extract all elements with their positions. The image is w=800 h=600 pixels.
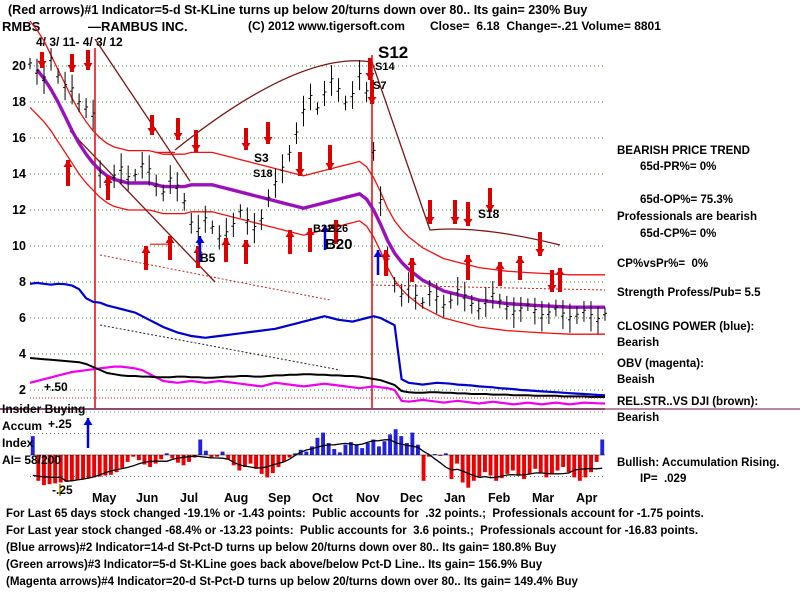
price-axis-tick: 2	[19, 383, 26, 397]
month-axis-tick: May	[92, 491, 117, 505]
copyright-notice: (C) 2012 www.tigersoft.com	[248, 19, 405, 33]
signal-label: S14	[375, 61, 395, 73]
obv-line	[29, 365, 606, 406]
cp-percent: 65d-CP%= 0%	[640, 228, 717, 240]
price-axis-tick: 4	[19, 347, 26, 361]
price-bands	[29, 20, 605, 335]
bottom-line-65days: For Last 65 days stock changed -19.1% or…	[6, 508, 704, 520]
professionals-status: Professionals are bearish	[617, 211, 757, 223]
price-axis-tick: 18	[12, 95, 26, 109]
month-axis-tick: Feb	[488, 491, 511, 505]
price-axis-tick: 20	[12, 59, 26, 73]
signal-label: S18	[253, 168, 273, 180]
insider-buying-label: Insider Buying	[2, 402, 86, 416]
signal-label: S7	[373, 80, 386, 92]
bottom-line-indicator4: (Magenta arrows)#4 Indicator=20-d St-Pct…	[6, 576, 578, 588]
date-range: 4/ 3/ 11- 4/ 3/ 12	[36, 35, 123, 49]
relative-strength-line	[29, 254, 606, 399]
signal-label: S12	[378, 43, 408, 62]
month-axis-tick: Jan	[444, 491, 466, 505]
month-axis-tick: Aug	[224, 491, 249, 505]
relstr-value: Bearish	[617, 412, 660, 424]
op-percent: 65d-OP%= 75.3%	[640, 194, 734, 206]
signal-label: B5	[200, 251, 216, 265]
indicator-1-headline: (Red arrows)#1 Indicator=5-d St-KLine tu…	[8, 3, 588, 17]
month-axis-tick: Dec	[400, 491, 423, 505]
accumulation-histogram	[30, 429, 605, 496]
closing-power-line	[29, 281, 606, 397]
pr-percent: 65d-PR%= 0%	[640, 161, 717, 173]
signal-label: B26	[328, 223, 348, 235]
price-axis-tick: 14	[12, 167, 26, 181]
price-axis-tick: 8	[19, 275, 26, 289]
price-axis-tick: 16	[12, 131, 26, 145]
bottom-line-indicator3: (Green arrows)#3 Indicator=5-d St-KLine …	[6, 559, 543, 571]
price-axis-tick: 12	[12, 203, 26, 217]
signal-label: B22	[313, 223, 333, 235]
quote-summary: Close= 6.18 Change=-.21 Volume= 8801	[430, 19, 661, 33]
signal-arrows	[37, 50, 565, 448]
trendlines	[69, 38, 561, 408]
index-label: Index	[2, 436, 34, 450]
price-axis-tick: 10	[12, 239, 26, 253]
price-trend-title: BEARISH PRICE TREND	[617, 145, 750, 157]
price-axis-tick: 6	[19, 311, 26, 325]
closing-power-title: CLOSING POWER (blue):	[617, 321, 755, 333]
month-axis-tick: Jul	[180, 491, 199, 505]
bottom-line-indicator2: (Blue arrows)#2 Indicator=14-d St-Pct-D …	[6, 542, 557, 554]
month-axis-tick: Mar	[532, 491, 555, 505]
month-axis-tick: Nov	[356, 491, 380, 505]
price-gridlines	[0, 65, 800, 477]
signal-label: B20	[325, 236, 353, 253]
ai-value-label: AI= 58/200	[2, 453, 62, 467]
cp-vs-pr: CP%vsPr%= 0%	[617, 258, 709, 270]
accum-label: Accum	[2, 419, 43, 433]
relstr-title: REL.STR..VS DJI (brown):	[617, 396, 759, 408]
ticker-symbol: RMBS	[2, 19, 41, 34]
signal-label: S18	[478, 207, 500, 221]
month-axis-tick: Sep	[268, 491, 291, 505]
obv-title: OBV (magenta):	[617, 358, 704, 370]
obv-value: Beaish	[617, 374, 655, 386]
accum-level-plus50: +.50	[44, 380, 68, 394]
bottom-line-lastyear: For Last year stock changed -68.4% or -1…	[6, 525, 699, 537]
moving-average-line	[35, 68, 605, 309]
month-axis-tick: Oct	[312, 491, 333, 505]
accum-level-minus25: -.25	[52, 483, 73, 497]
closing-power-value: Bearish	[617, 337, 660, 349]
ohlc-bars	[28, 48, 607, 334]
accum-level-plus25: +.25	[48, 417, 72, 431]
company-name: —RAMBUS INC.	[88, 19, 188, 34]
accumulation-title: Bullish: Accumulation Rising.	[617, 457, 780, 469]
month-axis-tick: Jun	[136, 491, 159, 505]
month-axis-tick: Apr	[576, 491, 598, 505]
strength-profess-pub: Strength Profess/Pub= 5.5	[617, 287, 761, 299]
signal-label: S3	[254, 151, 269, 165]
accumulation-ip: IP= .029	[640, 473, 687, 485]
